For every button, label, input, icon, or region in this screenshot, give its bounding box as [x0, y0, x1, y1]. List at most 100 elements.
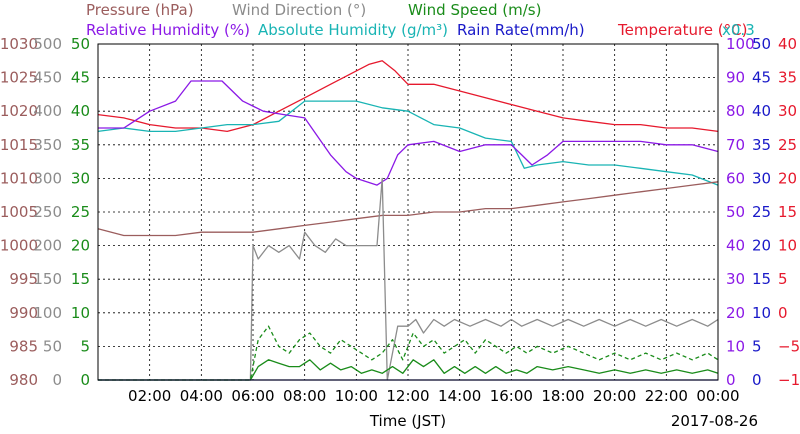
axis-tick-label: 5	[778, 270, 788, 288]
axis-tick-label: 35	[752, 136, 771, 154]
axis-tick-label: 1005	[0, 203, 38, 221]
axis-tick-label: 985	[9, 337, 38, 355]
axis-tick-label: 5	[752, 337, 762, 355]
series-line	[98, 177, 719, 381]
axis-tick-label: 0	[752, 371, 762, 389]
legend-entry: Pressure (hPa)	[86, 1, 194, 19]
x-tick-label: 16:00	[490, 387, 533, 405]
axis-tick-label: 5	[80, 337, 90, 355]
chart-legend: Pressure (hPa) Wind Direction (°) Wind Spe…	[86, 1, 755, 39]
axis-tick-label: 50	[43, 337, 62, 355]
axis-tick-label: 980	[9, 371, 38, 389]
series-line	[98, 325, 719, 381]
axis-tick-label: 10	[752, 304, 771, 322]
axis-tick-label: 40	[71, 102, 90, 120]
axis-tick-label: 20	[71, 237, 90, 255]
axis-tick-label: 1010	[0, 169, 38, 187]
axis-tick-label: 150	[33, 270, 62, 288]
chart-axes: 1030102510201015101010051000995990985980…	[0, 35, 800, 389]
series-line	[97, 100, 719, 186]
axis-tick-label: 0	[778, 304, 788, 322]
x-tick-label: 08:00	[283, 387, 326, 405]
axis-tick-label: 400	[33, 102, 62, 120]
axis-tick-label: 30	[726, 270, 745, 288]
plot-frame	[97, 43, 719, 381]
axis-tick-label: 30	[752, 169, 771, 187]
axis-tick-label: 20	[778, 169, 797, 187]
axis-tick-label: 0	[52, 371, 62, 389]
axis-tick-label: 40	[752, 102, 771, 120]
x-tick-label: 20:00	[593, 387, 636, 405]
x-tick-label: 12:00	[386, 387, 429, 405]
axis-tick-label: 995	[9, 270, 38, 288]
x-tick-label: 02:00	[128, 387, 171, 405]
date-label: 2017-08-26	[671, 412, 758, 430]
legend-entry: Rain Rate(mm/h)	[457, 21, 585, 39]
x-tick-label: 06:00	[231, 387, 274, 405]
axis-tick-label: 40	[726, 237, 745, 255]
legend-entry: Relative Humidity (%)	[86, 21, 250, 39]
x-tick-label: 18:00	[541, 387, 584, 405]
axis-tick-label: 80	[726, 102, 745, 120]
axis-tick-label: 25	[778, 136, 797, 154]
x-tick-label: 04:00	[180, 387, 223, 405]
axis-tick-label: 25	[752, 203, 771, 221]
axis-tick-label: 350	[33, 136, 62, 154]
x-axis-label: Time (JST)	[369, 412, 446, 430]
x-tick-label: 14:00	[438, 387, 481, 405]
x-tick-label: 22:00	[645, 387, 688, 405]
axis-tick-label: 45	[71, 69, 90, 87]
axis-tick-label: 500	[33, 35, 62, 53]
axis-tick-label: 1020	[0, 102, 38, 120]
axis-tick-label: 30	[71, 169, 90, 187]
axis-tick-label: 0	[726, 371, 736, 389]
axis-tick-label: −5	[778, 337, 800, 355]
axis-tick-label: 1015	[0, 136, 38, 154]
series-line	[98, 80, 719, 186]
axis-tick-label: 15	[778, 203, 797, 221]
axis-tick-label: 40	[778, 35, 797, 53]
x-tick-label: 10:00	[335, 387, 378, 405]
axis-tick-label: −10	[778, 371, 800, 389]
legend-entry: Wind Direction (°)	[232, 1, 366, 19]
axis-tick-label: 1000	[0, 237, 38, 255]
axis-tick-label: 450	[33, 69, 62, 87]
series-line	[98, 359, 719, 381]
legend-entry: x0.3	[722, 21, 755, 39]
axis-tick-label: 15	[71, 270, 90, 288]
axis-tick-label: 50	[71, 35, 90, 53]
axis-tick-label: 20	[752, 237, 771, 255]
axis-tick-label: 10	[778, 237, 797, 255]
axis-tick-label: 60	[726, 169, 745, 187]
legend-entry: Temperature (°C)	[617, 21, 747, 39]
axis-tick-label: 200	[33, 237, 62, 255]
axis-tick-label: 30	[778, 102, 797, 120]
legend-entry: Wind Speed (m/s)	[408, 1, 541, 19]
x-tick-labels: 02:00 04:00 06:00 08:00 10:00 12:00 14:00 16:00…	[128, 387, 740, 405]
axis-tick-label: 1030	[0, 35, 38, 53]
axis-tick-label: 1025	[0, 69, 38, 87]
axis-tick-label: 20	[726, 304, 745, 322]
axis-tick-label: 35	[71, 136, 90, 154]
axis-tick-label: 25	[71, 203, 90, 221]
axis-tick-label: 100	[33, 304, 62, 322]
legend-entry: Absolute Humidity (g/m³)	[258, 21, 448, 39]
axis-tick-label: 50	[752, 35, 771, 53]
axis-tick-label: 10	[726, 337, 745, 355]
axis-tick-label: 10	[71, 304, 90, 322]
axis-tick-label: 50	[726, 203, 745, 221]
chart-grid	[98, 44, 718, 380]
axis-tick-label: 35	[778, 69, 797, 87]
series-line	[97, 60, 719, 133]
series-line	[97, 181, 719, 237]
axis-tick-label: 100	[726, 35, 755, 53]
axis-tick-label: 70	[726, 136, 745, 154]
x-tick-label: 00:00	[696, 387, 739, 405]
axis-tick-label: 300	[33, 169, 62, 187]
axis-tick-label: 90	[726, 69, 745, 87]
axis-tick-label: 45	[752, 69, 771, 87]
axis-tick-label: 990	[9, 304, 38, 322]
axis-tick-label: 250	[33, 203, 62, 221]
axis-tick-label: 15	[752, 270, 771, 288]
